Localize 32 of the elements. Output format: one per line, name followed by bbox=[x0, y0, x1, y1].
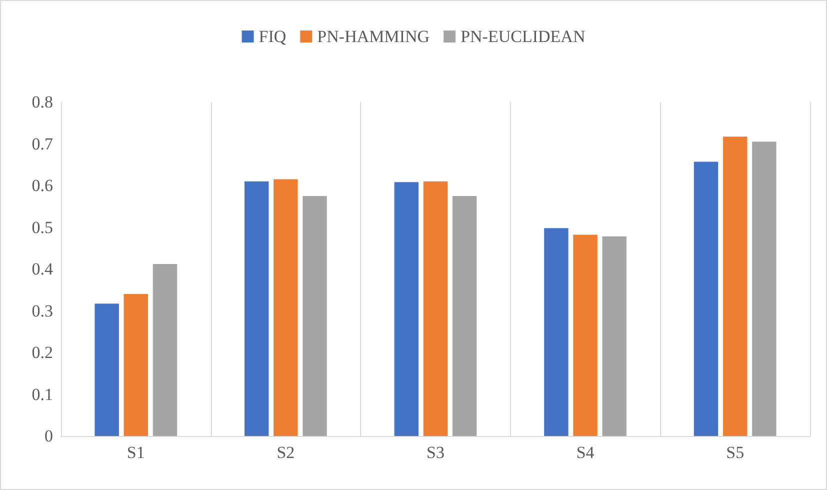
y-tick-label: 0.2 bbox=[32, 343, 53, 362]
x-tick-label: S5 bbox=[726, 443, 744, 462]
bar bbox=[302, 196, 327, 436]
y-tick-label: 0.8 bbox=[32, 92, 53, 112]
bar bbox=[152, 264, 178, 436]
x-tick-label: S1 bbox=[126, 443, 145, 462]
legend-label: PN-HAMMING bbox=[317, 27, 430, 46]
y-tick-label: 0.3 bbox=[32, 301, 53, 320]
bar bbox=[452, 196, 477, 436]
bar bbox=[423, 181, 448, 436]
bar bbox=[752, 142, 776, 436]
y-tick-label: 0.6 bbox=[32, 176, 53, 195]
bar bbox=[544, 228, 568, 436]
y-tick-label: 0.7 bbox=[32, 134, 54, 154]
bar bbox=[124, 294, 148, 436]
x-tick-label: S2 bbox=[276, 443, 295, 462]
bar bbox=[274, 179, 298, 436]
legend-label: PN-EUCLIDEAN bbox=[460, 27, 586, 46]
bar bbox=[722, 136, 748, 436]
bar bbox=[694, 162, 718, 436]
bar bbox=[602, 236, 626, 436]
bar bbox=[244, 181, 269, 436]
x-tick-label: S3 bbox=[426, 443, 444, 462]
bar bbox=[94, 304, 119, 436]
y-tick-label: 0.4 bbox=[32, 260, 54, 278]
legend-label: FIQ bbox=[258, 27, 286, 46]
y-tick-label: 0.1 bbox=[32, 384, 53, 404]
y-tick-label: 0 bbox=[44, 426, 53, 446]
y-tick-label: 0.5 bbox=[32, 218, 53, 237]
bar bbox=[573, 234, 598, 436]
bar bbox=[394, 182, 419, 436]
x-tick-label: S4 bbox=[576, 443, 595, 462]
